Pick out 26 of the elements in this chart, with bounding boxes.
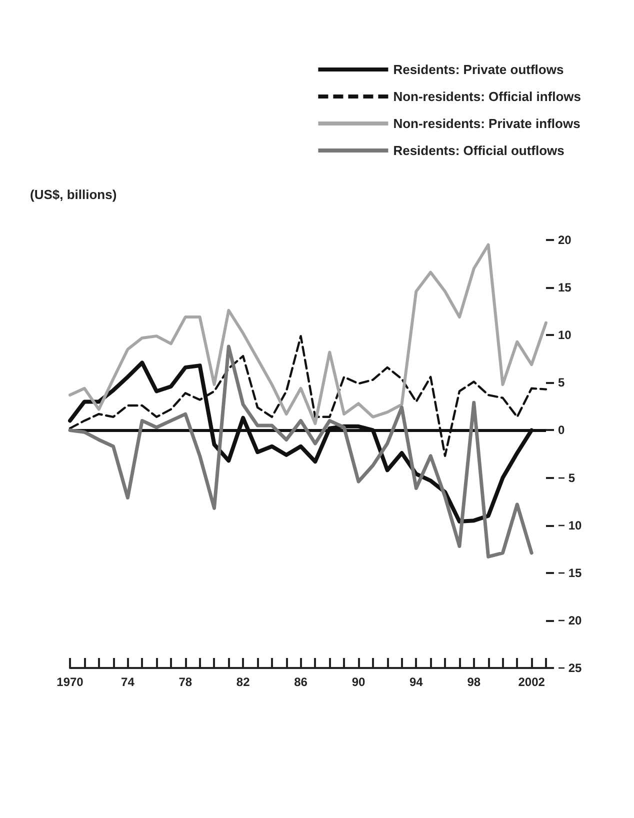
legend-label: Residents: Official outflows [393, 143, 564, 158]
x-tick-label: 94 [410, 675, 424, 689]
x-tick-label: 78 [178, 675, 192, 689]
x-tick-label: 1970 [56, 675, 84, 689]
y-tick-label: − 10 [558, 518, 582, 532]
line-series [68, 344, 534, 558]
y-tick-label: − 15 [558, 566, 582, 580]
y-axis-title: (US$, billions) [30, 187, 117, 202]
y-tick-label: − 20 [558, 613, 582, 628]
y-tick-label: − 25 [558, 661, 582, 675]
legend-label: Non-residents: Private inflows [393, 116, 580, 131]
y-tick-label: 5 [558, 376, 565, 390]
legend-label: Non-residents: Official inflows [393, 89, 581, 104]
y-tick-label: 0 [558, 423, 565, 438]
line-series [68, 243, 548, 426]
legend-label: Residents: Private outflows [393, 62, 564, 77]
x-tick-label: 74 [121, 675, 135, 689]
x-tick-label: 86 [294, 675, 308, 689]
y-tick-label: 20 [558, 233, 572, 247]
x-tick-label: 98 [467, 675, 481, 689]
x-tick-label: 90 [352, 675, 366, 689]
y-tick-label: 10 [558, 328, 572, 342]
x-tick-label: 2002 [518, 675, 546, 689]
y-tick-label: − 5 [558, 470, 576, 485]
y-tick-label: 15 [558, 280, 572, 295]
x-tick-label: 82 [236, 675, 250, 689]
